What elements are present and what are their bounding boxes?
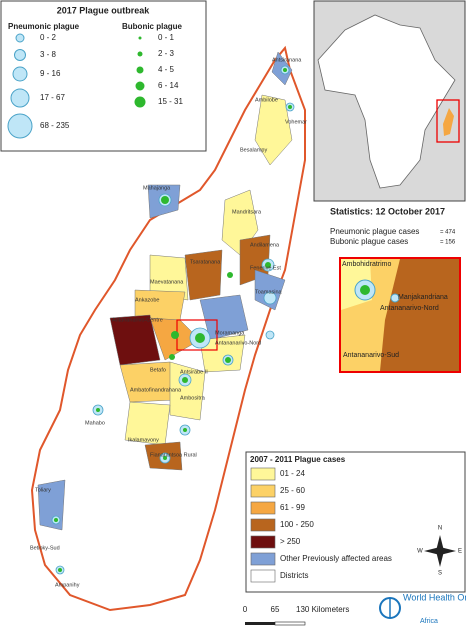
district-label: Antsirabe II (180, 369, 208, 375)
district-label: Antananarivo-Centre (112, 317, 163, 323)
history-swatch (250, 552, 276, 566)
district-label: Ampanihy (55, 582, 80, 588)
pneumonic-symbol (14, 49, 26, 61)
outbreak-legend (0, 0, 207, 152)
inset-label: Ambohidratrimo (342, 261, 392, 268)
district-label: Betioky-Sud (30, 545, 60, 551)
stats: Pneumonic plague cases = 474 Bubonic plagu… (330, 227, 456, 246)
stat-label: Bubonic plague cases (330, 237, 408, 246)
case-circles (51, 65, 295, 575)
pneumonic-class: 3 - 8 (40, 50, 57, 59)
history-class: Other Previously affected areas (280, 554, 392, 563)
pneumonic-symbol (15, 33, 25, 43)
bubonic-title: Bubonic plague (122, 22, 183, 31)
bubonic-circles (54, 68, 292, 572)
district-labels: Antsiranana Ambilobe Vohemar Besalampy Mahaj… (30, 57, 307, 588)
district-label: Vohemar (285, 119, 307, 125)
history-class: Districts (280, 571, 308, 580)
district-label: Besalampy (240, 147, 267, 153)
inset-label: Antananarivo-Sud (343, 352, 399, 359)
pneumonic-class: 9 - 16 (40, 69, 61, 78)
bubonic-class: 2 - 3 (158, 49, 175, 58)
district-label: Mandritsara (232, 209, 262, 215)
legend-title: 2017 Plague outbreak (57, 5, 151, 15)
district-label: Mahajanga (143, 185, 171, 191)
history-title: 2007 - 2011 Plague cases (250, 455, 346, 464)
stat-value: = 474 (440, 230, 456, 236)
scale-label: 130 Kilometers (296, 605, 349, 614)
district-label: Toamasina (255, 289, 283, 295)
zoom-district (380, 259, 459, 371)
africa (317, 14, 456, 189)
history-swatch (250, 518, 276, 532)
district-label: Andilamena (250, 242, 280, 248)
bubonic-symbol (138, 36, 142, 40)
district-label: Moramanga (215, 330, 245, 336)
district-label: Mahabo (85, 420, 105, 426)
pneumonic-title: Pneumonic plague (8, 22, 80, 31)
pneumonic-class: 0 - 2 (40, 33, 57, 42)
inset-label: Manjakandriana (398, 294, 448, 301)
district-label: Toliary (35, 487, 51, 493)
district-label: Ankazobe (135, 297, 159, 303)
compass-label: W (417, 549, 423, 555)
history-class: 61 - 99 (280, 503, 305, 512)
district-label: Tsaratanana (190, 259, 221, 265)
bubonic-class: 0 - 1 (158, 33, 175, 42)
compass-label: N (438, 526, 442, 532)
district-label: Antananarivo-Nord (215, 340, 261, 346)
stat-value: = 156 (440, 240, 456, 246)
madagascar-mini (443, 108, 454, 136)
madagascar-marker (436, 99, 460, 143)
district-label: Fenerive Est (250, 265, 281, 271)
history-swatch (250, 467, 276, 481)
pneumonic-class: 17 - 67 (40, 93, 65, 102)
stat-label: Pneumonic plague cases (330, 227, 419, 236)
outbreak-classes: 0 - 2 3 - 8 9 - 16 17 - 67 68 - 235 0 - 1 2 - … (7, 33, 183, 139)
history-class: 100 - 250 (280, 520, 314, 529)
zoom-circle (360, 285, 370, 295)
bubonic-symbol (134, 96, 146, 108)
district-label: Betafo (150, 367, 166, 373)
district-label: Fianarantsoa Rural (150, 452, 197, 458)
history-swatch (250, 501, 276, 515)
district-label: Maevatanana (150, 279, 184, 285)
scale-label: 65 (271, 605, 280, 614)
district-label: Ambositra (180, 395, 206, 401)
bubonic-class: 4 - 5 (158, 65, 175, 74)
pneumonic-class: 68 - 235 (40, 121, 70, 130)
bubonic-class: 15 - 31 (158, 97, 183, 106)
district-label: Ambilobe (255, 97, 278, 103)
bubonic-symbol (136, 66, 144, 74)
compass-label: E (458, 549, 462, 555)
history-swatch (250, 569, 276, 583)
history-class: > 250 (280, 537, 301, 546)
inset-label: Antananarivo-Nord (380, 305, 439, 312)
pneumonic-symbol (10, 88, 30, 108)
district-label: Antsiranana (272, 57, 302, 63)
scale-label: 0 (243, 605, 248, 614)
history-legend (245, 451, 466, 593)
who-name: World Health Organization (403, 592, 466, 602)
scale-bar (245, 621, 306, 626)
district-label: Ambatofinandrahana (130, 387, 182, 393)
compass-label: S (438, 571, 442, 577)
who-region: Africa (420, 618, 438, 625)
bubonic-class: 6 - 14 (158, 81, 179, 90)
district-label: Ikalamavony (128, 437, 159, 443)
stats-title: Statistics: 12 October 2017 (330, 206, 445, 216)
bubonic-symbol (135, 81, 145, 91)
pneumonic-symbol (12, 66, 28, 82)
history-swatch (250, 484, 276, 498)
pneumonic-symbol (7, 113, 33, 139)
history-swatch (250, 535, 276, 549)
bubonic-symbol (137, 51, 143, 57)
history-classes: 01 - 24 25 - 60 61 - 99 100 - 250 > 250 Other… (250, 467, 392, 583)
history-class: 25 - 60 (280, 486, 305, 495)
zoom-circle (390, 293, 400, 303)
history-class: 01 - 24 (280, 469, 305, 478)
compass (424, 535, 456, 567)
